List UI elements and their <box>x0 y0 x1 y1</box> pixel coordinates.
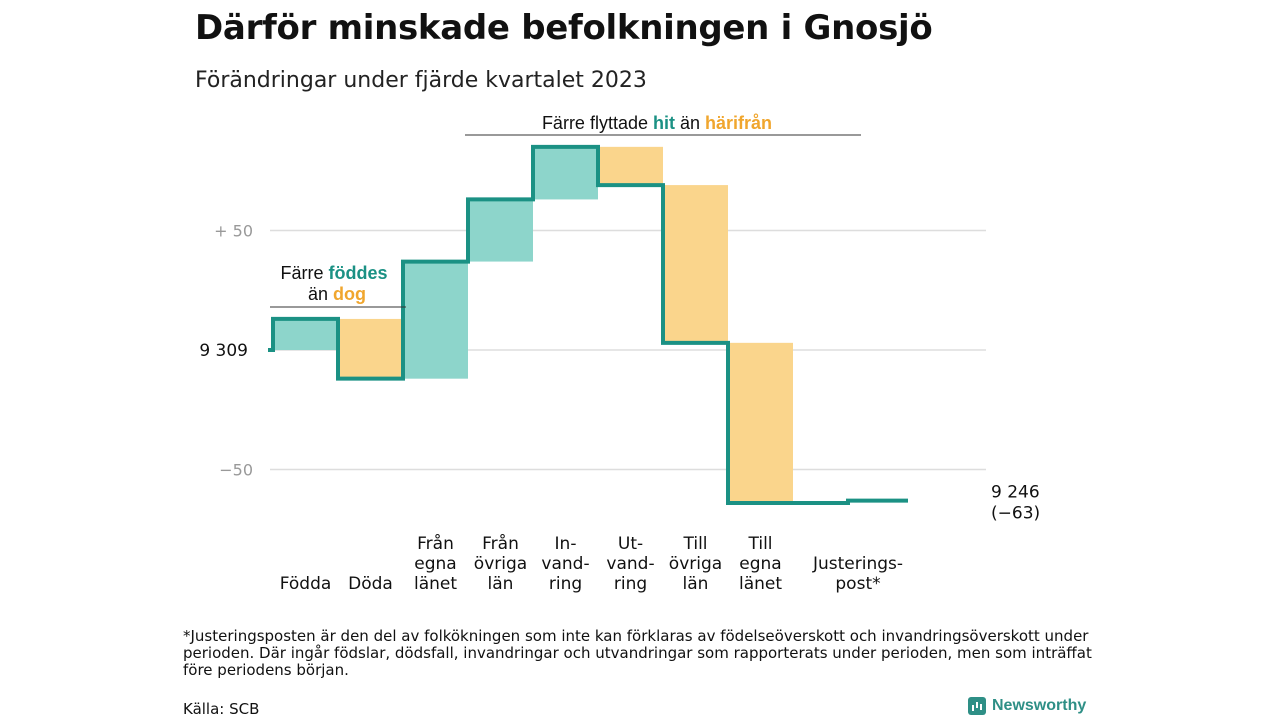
x-category-label: Till <box>682 534 707 554</box>
x-category-label: ring <box>549 574 582 594</box>
x-category-label: övriga <box>669 554 722 574</box>
start-value-label: 9 309 <box>199 341 248 361</box>
source-label: Källa: SCB <box>183 700 260 718</box>
waterfall-bar <box>728 342 793 503</box>
x-category-label: vand- <box>541 554 589 574</box>
x-category-label: Justerings- <box>812 554 903 574</box>
waterfall-bar <box>663 185 728 343</box>
x-category-label: egna <box>414 554 456 574</box>
x-category-label: In- <box>555 534 577 554</box>
waterfall-bar <box>403 261 468 379</box>
brand: Newsworthy <box>968 697 1086 715</box>
end-value-label: 9 246 <box>991 483 1040 503</box>
x-category-label: län <box>488 574 514 594</box>
y-tick-label: + 50 <box>214 222 253 241</box>
chart-subtitle: Förändringar under fjärde kvartalet 2023 <box>195 68 647 93</box>
waterfall-bar <box>273 318 338 350</box>
annotation-migration: Färre flyttade hit än härifrån <box>542 113 772 133</box>
waterfall-bar <box>468 199 533 262</box>
cumulative-step-line <box>268 144 908 505</box>
chart-title: Därför minskade befolkningen i Gnosjö <box>195 8 933 48</box>
x-category-label: Födda <box>280 574 332 594</box>
x-category-label: övriga <box>474 554 527 574</box>
x-category-label: län <box>683 574 709 594</box>
y-tick-label: −50 <box>219 461 253 480</box>
x-category-label: Ut- <box>618 534 643 554</box>
x-category-label: egna <box>739 554 781 574</box>
annotation-births-deaths-line1: Färre föddes <box>280 263 387 283</box>
x-category-label: Döda <box>348 574 393 594</box>
x-category-label: Från <box>482 533 519 554</box>
brand-name: Newsworthy <box>992 697 1087 714</box>
waterfall-bar <box>533 146 598 200</box>
x-category-label: post* <box>835 574 880 594</box>
annotation-births-deaths-line2: än dog <box>308 284 366 304</box>
newsworthy-logo-icon <box>968 697 986 715</box>
x-category-label: Från <box>417 533 454 554</box>
end-change-label: (−63) <box>991 504 1040 524</box>
x-category-label: vand- <box>606 554 654 574</box>
waterfall-bar <box>338 318 403 379</box>
footnote: *Justeringsposten är den del av folkökni… <box>183 627 1092 679</box>
waterfall-bar <box>598 146 663 186</box>
x-category-label: ring <box>614 574 647 594</box>
x-category-label: länet <box>414 574 457 594</box>
x-category-label: länet <box>739 574 782 594</box>
x-category-label: Till <box>747 534 772 554</box>
